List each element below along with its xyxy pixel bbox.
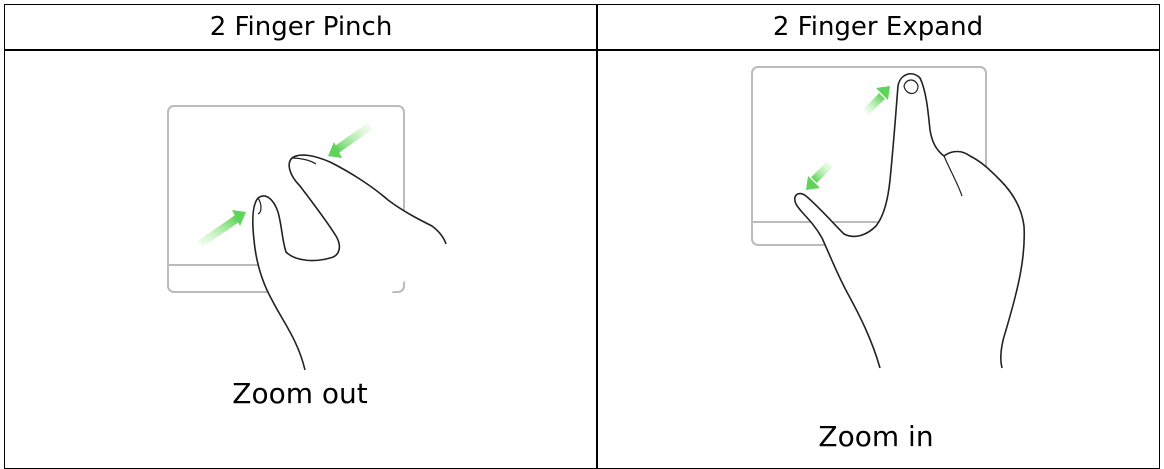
arrow <box>811 161 833 183</box>
arrow <box>863 93 885 115</box>
arrow-head <box>876 86 890 100</box>
header-cell: 2 Finger Expand <box>596 4 1160 51</box>
arrow-head <box>806 176 820 190</box>
hand <box>793 73 1026 369</box>
caption: Zoom in <box>818 420 934 453</box>
arrow-head <box>328 142 342 158</box>
hand-detail <box>257 157 317 215</box>
header-cell: 2 Finger Pinch <box>4 4 598 51</box>
page: 2 Finger Pinch 2 Finger Expand <box>4 4 1160 469</box>
arrow <box>197 214 241 248</box>
arrow <box>333 122 373 154</box>
hand <box>252 154 447 371</box>
hand-detail <box>903 79 963 197</box>
arrow-head <box>232 210 246 226</box>
illustrations <box>167 66 1026 371</box>
caption: Zoom out <box>232 377 368 410</box>
